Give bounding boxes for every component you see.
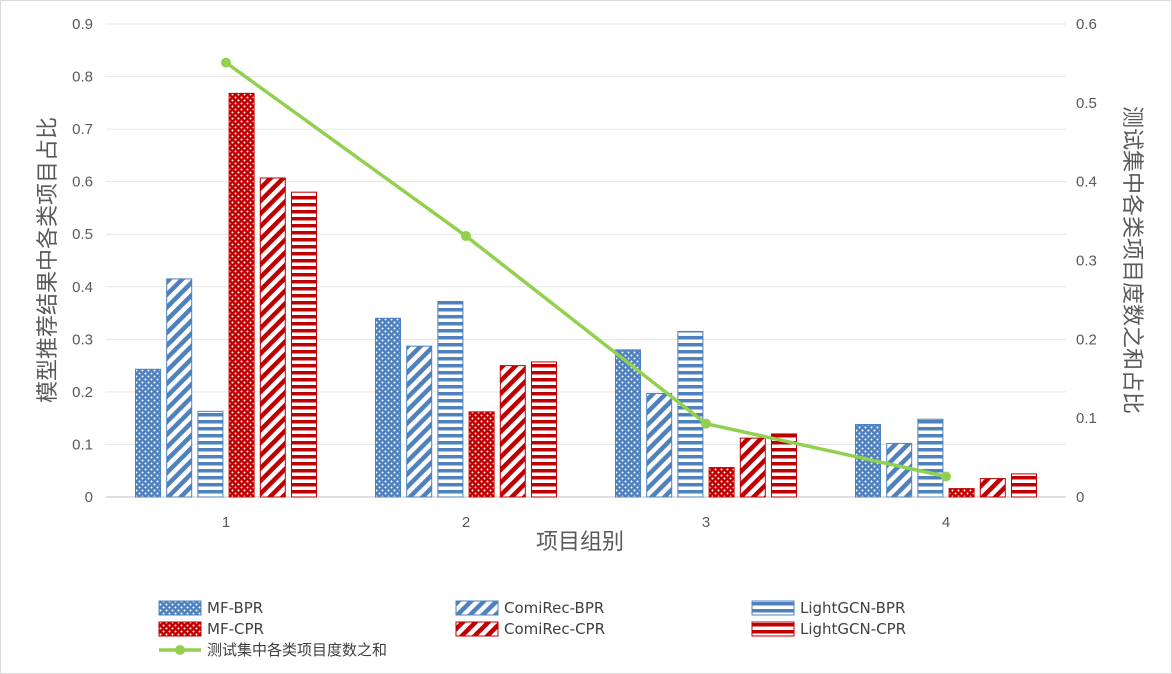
x-tick-label: 3: [702, 514, 710, 531]
line-point-1: [221, 57, 231, 68]
y2-tick-label: 0.1: [1076, 410, 1097, 427]
y-tick-label: 0.3: [72, 331, 93, 348]
legend-swatch: [158, 600, 202, 616]
bar-mf-cpr-4: [948, 488, 975, 498]
legend-item-mf-cpr: MF-CPR: [158, 620, 264, 638]
line-point-2: [461, 231, 471, 242]
y-tick-label: 0.9: [72, 16, 93, 33]
y-tick-label: 0.4: [72, 279, 93, 296]
y-tick-label: 0.5: [72, 226, 93, 243]
bar-lightgcn-bpr-1: [197, 410, 224, 498]
bar-mf-bpr-3: [615, 349, 641, 498]
y-tick-label: 0.6: [72, 174, 93, 191]
legend-item-mf-bpr: MF-BPR: [158, 599, 263, 617]
bar-lightgcn-cpr-2: [531, 361, 557, 498]
y2-tick-label: 0.5: [1076, 95, 1097, 112]
y2-axis-ticks: 0 0.1 0.2 0.3 0.4 0.5 0.6: [1076, 16, 1097, 506]
y2-axis-title: 测试集中各类项目度数之和占比: [1119, 106, 1144, 414]
bar-lightgcn-cpr-3: [771, 433, 797, 498]
bar-series: [135, 92, 1037, 498]
legend-line-marker: [175, 645, 185, 655]
y-tick-label: 0.7: [72, 121, 93, 138]
legend-item-comirec-cpr: ComiRec-CPR: [455, 620, 605, 638]
legend-item-lightgcn-cpr: LightGCN-CPR: [751, 620, 906, 638]
x-axis-title: 项目组别: [536, 530, 624, 555]
legend-swatch: [455, 600, 499, 616]
line-test-degree-sum: [224, 60, 948, 479]
line-series: [221, 57, 951, 482]
bar-lightgcn-bpr-4: [917, 418, 944, 498]
x-tick-label: 4: [942, 514, 950, 531]
legend-label: LightGCN-CPR: [800, 620, 906, 638]
bar-comirec-bpr-4: [886, 442, 913, 498]
y2-tick-label: 0.4: [1076, 174, 1097, 191]
bar-mf-cpr-2: [468, 411, 495, 498]
y-tick-label: 0.8: [72, 69, 93, 86]
x-tick-label: 2: [462, 514, 470, 531]
legend-item-lightgcn-bpr: LightGCN-BPR: [751, 599, 905, 617]
bar-mf-cpr-3: [708, 467, 735, 498]
legend-label: ComiRec-CPR: [504, 620, 605, 638]
bar-comirec-bpr-2: [406, 345, 433, 498]
legend-swatch: [455, 621, 499, 637]
bar-mf-bpr-2: [375, 317, 401, 498]
legend-label: ComiRec-BPR: [504, 599, 604, 617]
bar-comirec-cpr-1: [259, 177, 286, 498]
bar-lightgcn-bpr-2: [437, 300, 464, 498]
y-tick-label: 0.2: [72, 384, 93, 401]
line-point-3: [701, 418, 711, 429]
legend-label: LightGCN-BPR: [800, 599, 905, 617]
y-axis-title: 模型推荐结果中各类项目占比: [36, 117, 61, 403]
bar-comirec-cpr-2: [499, 365, 526, 498]
legend-label: MF-BPR: [207, 599, 263, 617]
legend-swatch: [751, 621, 795, 637]
legend: MF-BPR ComiRec-BPR LightGCN-BPR MF-CPR ComiR…: [158, 599, 906, 659]
bar-lightgcn-cpr-1: [291, 191, 317, 498]
bar-comirec-cpr-4: [979, 478, 1006, 498]
y-axis-ticks: 0 0.1 0.2 0.3 0.4 0.5 0.6 0.7 0.8 0.9: [72, 16, 93, 506]
bar-lightgcn-cpr-4: [1011, 473, 1037, 498]
x-axis-ticks: 1 2 3 4: [222, 514, 950, 531]
y2-tick-label: 0.2: [1076, 331, 1097, 348]
bar-mf-bpr-1: [135, 368, 161, 498]
bar-mf-cpr-1: [228, 92, 255, 498]
bar-lightgcn-bpr-3: [677, 330, 704, 498]
legend-item-comirec-bpr: ComiRec-BPR: [455, 599, 604, 617]
legend-label: 测试集中各类项目度数之和: [207, 641, 387, 659]
legend-item-line: 测试集中各类项目度数之和: [159, 641, 387, 659]
y-tick-label: 0: [85, 489, 93, 506]
bar-comirec-bpr-3: [646, 392, 673, 498]
bar-comirec-bpr-1: [166, 278, 193, 498]
bar-comirec-cpr-3: [739, 437, 766, 498]
y2-tick-label: 0.3: [1076, 253, 1097, 270]
legend-label: MF-CPR: [207, 620, 264, 638]
y2-tick-label: 0.6: [1076, 16, 1097, 33]
line-point-4: [941, 471, 951, 482]
x-tick-label: 1: [222, 514, 230, 531]
y-tick-label: 0.1: [72, 436, 93, 453]
y2-tick-label: 0: [1076, 489, 1084, 506]
legend-swatch: [751, 600, 795, 616]
legend-swatch: [158, 621, 202, 637]
